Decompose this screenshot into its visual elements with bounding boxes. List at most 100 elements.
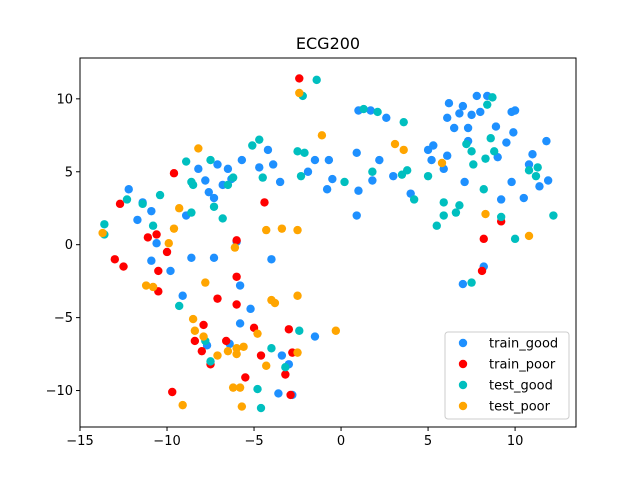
y-tick-label: −10 bbox=[46, 384, 73, 399]
legend-marker bbox=[458, 380, 468, 390]
data-point bbox=[115, 199, 125, 209]
data-point bbox=[542, 136, 551, 146]
data-point bbox=[467, 147, 476, 156]
data-point bbox=[399, 117, 408, 127]
data-point bbox=[293, 348, 302, 357]
data-point bbox=[124, 185, 133, 194]
data-point bbox=[429, 141, 438, 150]
data-point bbox=[328, 174, 337, 184]
data-point bbox=[181, 157, 191, 166]
data-point bbox=[98, 228, 107, 238]
data-point bbox=[352, 211, 361, 220]
data-point bbox=[235, 383, 245, 392]
data-point bbox=[455, 109, 464, 118]
data-point bbox=[246, 304, 255, 314]
data-point bbox=[486, 134, 495, 143]
data-point bbox=[519, 193, 528, 203]
data-point bbox=[213, 294, 222, 303]
data-point bbox=[409, 195, 419, 204]
data-point bbox=[510, 106, 520, 115]
data-point bbox=[206, 357, 215, 366]
data-point bbox=[467, 278, 476, 287]
data-point bbox=[496, 212, 506, 222]
data-point bbox=[235, 319, 245, 328]
data-point bbox=[262, 361, 271, 370]
data-point bbox=[368, 176, 377, 185]
series-test-poor bbox=[98, 88, 534, 411]
data-point bbox=[263, 145, 273, 155]
data-point bbox=[178, 400, 187, 410]
x-tick-label: 10 bbox=[507, 434, 524, 449]
data-point bbox=[510, 234, 520, 244]
y-axis: −10 −5 0 5 10 bbox=[46, 92, 80, 399]
data-point bbox=[535, 182, 544, 191]
data-point bbox=[230, 243, 240, 252]
data-point bbox=[237, 402, 247, 411]
data-point bbox=[256, 351, 266, 360]
x-tick-label: −15 bbox=[66, 434, 93, 449]
data-point bbox=[199, 320, 208, 330]
data-point bbox=[543, 176, 553, 185]
data-point bbox=[368, 167, 377, 176]
x-tick-label: 0 bbox=[337, 434, 345, 449]
data-point bbox=[241, 373, 250, 382]
data-point bbox=[223, 164, 233, 174]
data-point bbox=[340, 177, 349, 187]
data-point bbox=[443, 113, 452, 123]
data-point bbox=[389, 171, 398, 181]
data-point bbox=[423, 171, 433, 181]
data-point bbox=[359, 104, 368, 114]
data-point bbox=[223, 346, 233, 356]
data-point bbox=[303, 167, 313, 176]
data-point bbox=[187, 208, 196, 217]
data-point bbox=[467, 110, 476, 120]
data-point bbox=[300, 148, 309, 157]
data-point bbox=[477, 266, 487, 276]
data-point bbox=[175, 301, 184, 311]
data-point bbox=[479, 234, 488, 244]
data-point bbox=[483, 100, 492, 109]
data-point bbox=[268, 160, 278, 169]
data-point bbox=[133, 215, 142, 225]
data-point bbox=[382, 113, 391, 123]
data-point bbox=[232, 300, 241, 309]
data-point bbox=[270, 298, 280, 308]
data-point bbox=[451, 208, 461, 217]
y-tick-label: 10 bbox=[56, 92, 73, 107]
data-point bbox=[293, 291, 302, 300]
data-point bbox=[507, 177, 516, 187]
legend-label: train_poor bbox=[489, 358, 556, 373]
data-point bbox=[317, 131, 327, 140]
data-point bbox=[194, 144, 203, 153]
data-point bbox=[147, 256, 156, 265]
data-point bbox=[169, 224, 179, 233]
data-point bbox=[147, 206, 156, 216]
data-point bbox=[296, 171, 306, 181]
legend-marker bbox=[458, 359, 468, 369]
data-point bbox=[324, 155, 334, 165]
data-point bbox=[228, 383, 238, 392]
data-point bbox=[286, 390, 295, 400]
legend-marker bbox=[458, 338, 468, 348]
data-point bbox=[152, 230, 161, 239]
y-tick-label: 0 bbox=[65, 238, 73, 253]
data-point bbox=[232, 349, 241, 359]
data-point bbox=[154, 266, 163, 276]
data-point bbox=[138, 199, 147, 209]
data-point bbox=[122, 195, 132, 204]
data-point bbox=[390, 139, 400, 149]
data-point bbox=[255, 135, 264, 144]
data-point bbox=[187, 253, 196, 263]
data-point bbox=[524, 166, 534, 175]
data-point bbox=[204, 187, 213, 197]
data-point bbox=[199, 332, 208, 341]
legend-label: test_poor bbox=[489, 400, 551, 415]
data-point bbox=[402, 166, 412, 175]
data-point bbox=[439, 198, 448, 207]
data-point bbox=[188, 314, 198, 324]
data-point bbox=[253, 329, 262, 338]
data-point bbox=[331, 326, 341, 335]
data-point bbox=[209, 202, 219, 211]
data-point bbox=[293, 225, 302, 235]
